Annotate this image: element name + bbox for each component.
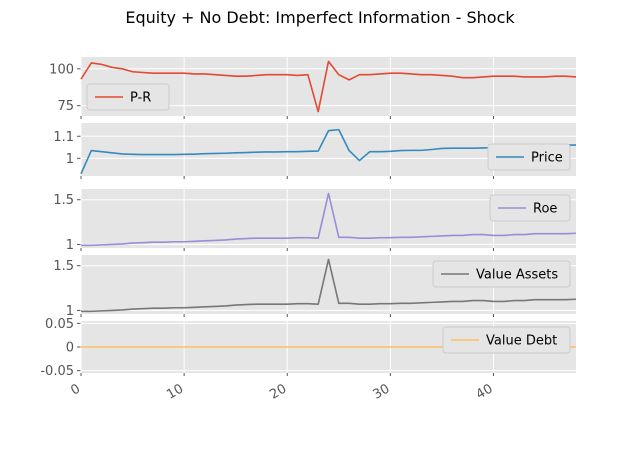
subplot-3: 1 1.5 Roe <box>53 189 577 253</box>
legend-label: Price <box>531 151 563 166</box>
x-tick-label: 0 <box>68 381 83 398</box>
y-tick-label: 1.5 <box>53 193 74 208</box>
series-line-value-assets <box>81 258 577 313</box>
legend-box <box>432 260 571 288</box>
x-tick-label: 40 <box>474 381 496 402</box>
y-tick-label: 100 <box>49 62 74 77</box>
legend-box <box>86 83 170 111</box>
legend: Price <box>487 143 571 171</box>
y-tick-label: 1 <box>66 238 74 253</box>
subplot-4: 1 1.5 Value Assets <box>53 255 577 319</box>
legend: Value Assets <box>432 260 571 288</box>
legend-label: Value Assets <box>476 268 558 283</box>
y-tick-label: -0.05 <box>40 364 74 379</box>
legend-box <box>487 143 571 171</box>
y-tick-label: 0 <box>66 341 74 356</box>
subplot-2: 1 1.1 Price <box>53 123 576 179</box>
series-line-p-r <box>80 60 577 113</box>
y-tick-label: 1.5 <box>53 259 74 274</box>
legend-box <box>489 194 571 222</box>
x-tick-label: 30 <box>371 381 393 402</box>
subplot-5: -0.05 0 0.05 Value Debt <box>40 317 576 379</box>
legend-label: Value Debt <box>486 334 557 349</box>
legend-label: Roe <box>533 202 557 217</box>
legend: Roe <box>489 194 571 222</box>
y-tick-label: 0.05 <box>45 317 74 332</box>
y-tick-label: 1 <box>66 152 74 167</box>
chart-title: Equity + No Debt: Imperfect Information … <box>125 8 515 27</box>
legend-box <box>442 326 571 354</box>
legend: P-R <box>86 83 170 111</box>
subplot-1: 75 100 P-R <box>49 57 577 119</box>
y-tick-label: 1.1 <box>53 130 74 145</box>
legend-label: P-R <box>130 91 151 106</box>
y-tick-label: 75 <box>57 99 74 114</box>
x-tick-label: 10 <box>164 381 186 402</box>
legend: Value Debt <box>442 326 571 354</box>
y-tick-label: 1 <box>66 304 74 319</box>
series-line-roe <box>81 192 577 247</box>
x-tick-label: 20 <box>267 381 289 402</box>
